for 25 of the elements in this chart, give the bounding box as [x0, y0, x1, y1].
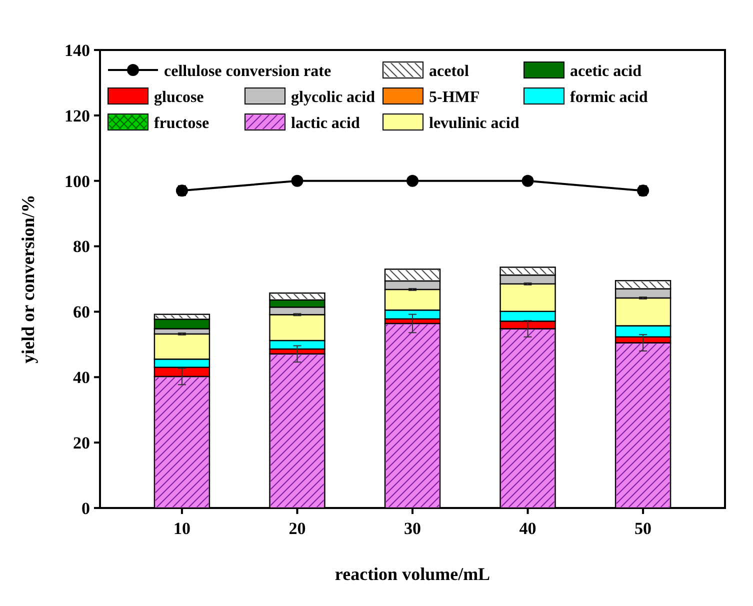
- y-tick-label: 140: [64, 40, 90, 60]
- x-tick-label: 50: [634, 519, 652, 538]
- x-tick-label: 30: [404, 519, 421, 538]
- legend-label: acetic acid: [570, 63, 642, 80]
- legend-label: 5-HMF: [429, 89, 480, 106]
- y-tick-label: 20: [73, 434, 90, 453]
- legend-label: glycolic acid: [291, 89, 376, 106]
- legend-label: cellulose conversion rate: [164, 63, 332, 80]
- y-tick-label: 60: [73, 302, 90, 322]
- legend-label: fructose: [154, 115, 210, 132]
- x-tick-label: 20: [288, 519, 306, 538]
- y-tick-label: 120: [64, 106, 90, 126]
- y-axis-title: yield or conversion/%: [18, 194, 38, 364]
- y-tick-label: 40: [73, 368, 90, 388]
- x-axis-title: reaction volume/mL: [334, 564, 490, 584]
- y-tick-label: 100: [64, 172, 90, 191]
- x-tick-label: 10: [173, 519, 190, 538]
- legend-label: acetol: [429, 63, 470, 80]
- legend-label: glucose: [154, 89, 204, 106]
- y-tick-label: 80: [73, 237, 90, 256]
- x-tick-label: 40: [519, 519, 536, 538]
- legend-label: formic acid: [570, 89, 648, 106]
- legend-label: lactic acid: [291, 115, 360, 132]
- y-tick-label: 0: [82, 498, 90, 518]
- legend-label: levulinic acid: [429, 115, 520, 132]
